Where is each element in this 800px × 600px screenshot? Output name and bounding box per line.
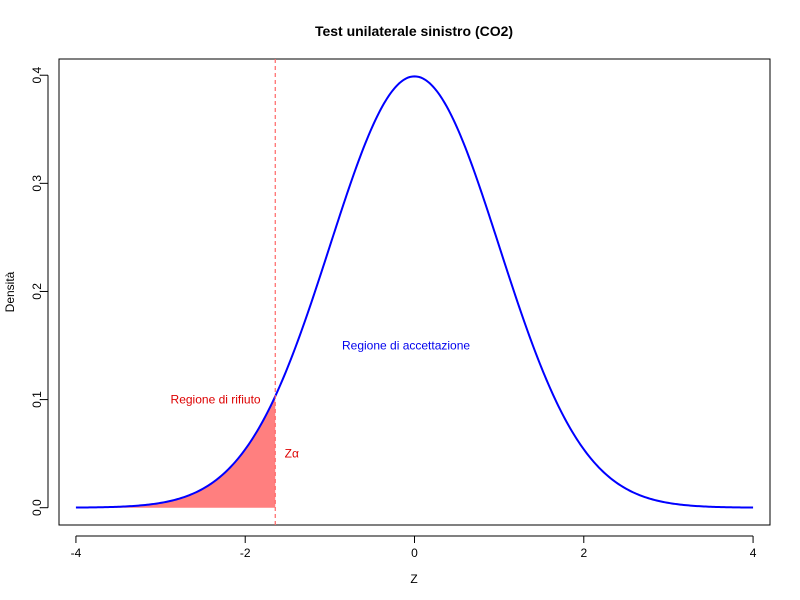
y-tick-label: 0.3 bbox=[30, 175, 44, 192]
annotations: Regione di rifiuto Regione di accettazion… bbox=[171, 339, 471, 461]
plot-frame bbox=[58, 58, 771, 526]
x-tick-label: -2 bbox=[240, 546, 251, 560]
x-tick-label: 4 bbox=[750, 546, 757, 560]
x-axis-label: Z bbox=[410, 572, 417, 586]
y-tick-label: 0.0 bbox=[30, 499, 44, 516]
y-axis: 0.0 0.1 0.2 0.3 0.4 bbox=[30, 67, 49, 516]
x-tick-label: 0 bbox=[411, 546, 418, 560]
x-tick-label: 2 bbox=[580, 546, 587, 560]
x-axis: -4 -2 0 2 4 bbox=[71, 535, 757, 560]
x-tick-label: -4 bbox=[71, 546, 82, 560]
rejection-region-area bbox=[75, 396, 276, 508]
chart-title: Test unilaterale sinistro (CO2) bbox=[315, 23, 513, 39]
y-tick-label: 0.4 bbox=[30, 67, 44, 84]
y-tick-label: 0.2 bbox=[30, 283, 44, 300]
annotation-acceptance-region: Regione di accettazione bbox=[342, 339, 470, 353]
annotation-rejection-region: Regione di rifiuto bbox=[171, 393, 261, 407]
y-axis-label: Densità bbox=[3, 271, 17, 312]
annotation-z-alpha: Zα bbox=[285, 447, 299, 461]
density-curve bbox=[75, 75, 754, 509]
y-tick-label: 0.1 bbox=[30, 391, 44, 408]
